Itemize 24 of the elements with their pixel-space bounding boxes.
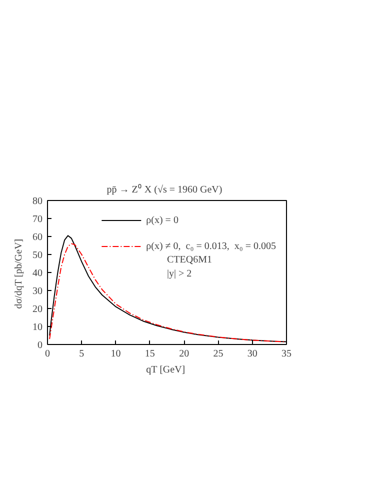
y-tick-label: 60 [32, 232, 42, 243]
x-axis-title: qT [GeV] [146, 364, 186, 376]
y-tick-label: 0 [38, 340, 42, 351]
y-tick-label: 70 [32, 214, 42, 225]
x-tick-label: 0 [45, 348, 50, 360]
y-tick-label: 80 [32, 196, 42, 207]
y-tick-label: 20 [32, 304, 42, 315]
x-tick-label: 20 [179, 348, 190, 360]
legend-label: ρ(x) = 0 [146, 214, 178, 226]
legend-label: ρ(x) ≠ 0, c₀ = 0.013, x₀ = 0.005 [146, 240, 276, 252]
y-tick-label: 50 [32, 250, 42, 261]
y-tick-label: 10 [32, 322, 42, 333]
y-tick-label: 30 [32, 286, 42, 297]
x-tick-label: 35 [282, 348, 292, 360]
y-tick-label: 40 [32, 268, 42, 279]
x-tick-label: 25 [213, 348, 224, 360]
annotation: |y| > 2 [167, 268, 192, 280]
x-tick-label: 15 [144, 348, 155, 360]
x-tick-label: 10 [110, 348, 121, 360]
annotation: CTEQ6M1 [167, 254, 212, 266]
chart-title: pp̄ → Z⁰ X (√s = 1960 GeV) [106, 184, 222, 196]
x-tick-label: 5 [79, 348, 84, 360]
x-tick-label: 30 [247, 348, 258, 360]
y-axis-title: dσ/dqT [pb/GeV] [14, 238, 24, 309]
